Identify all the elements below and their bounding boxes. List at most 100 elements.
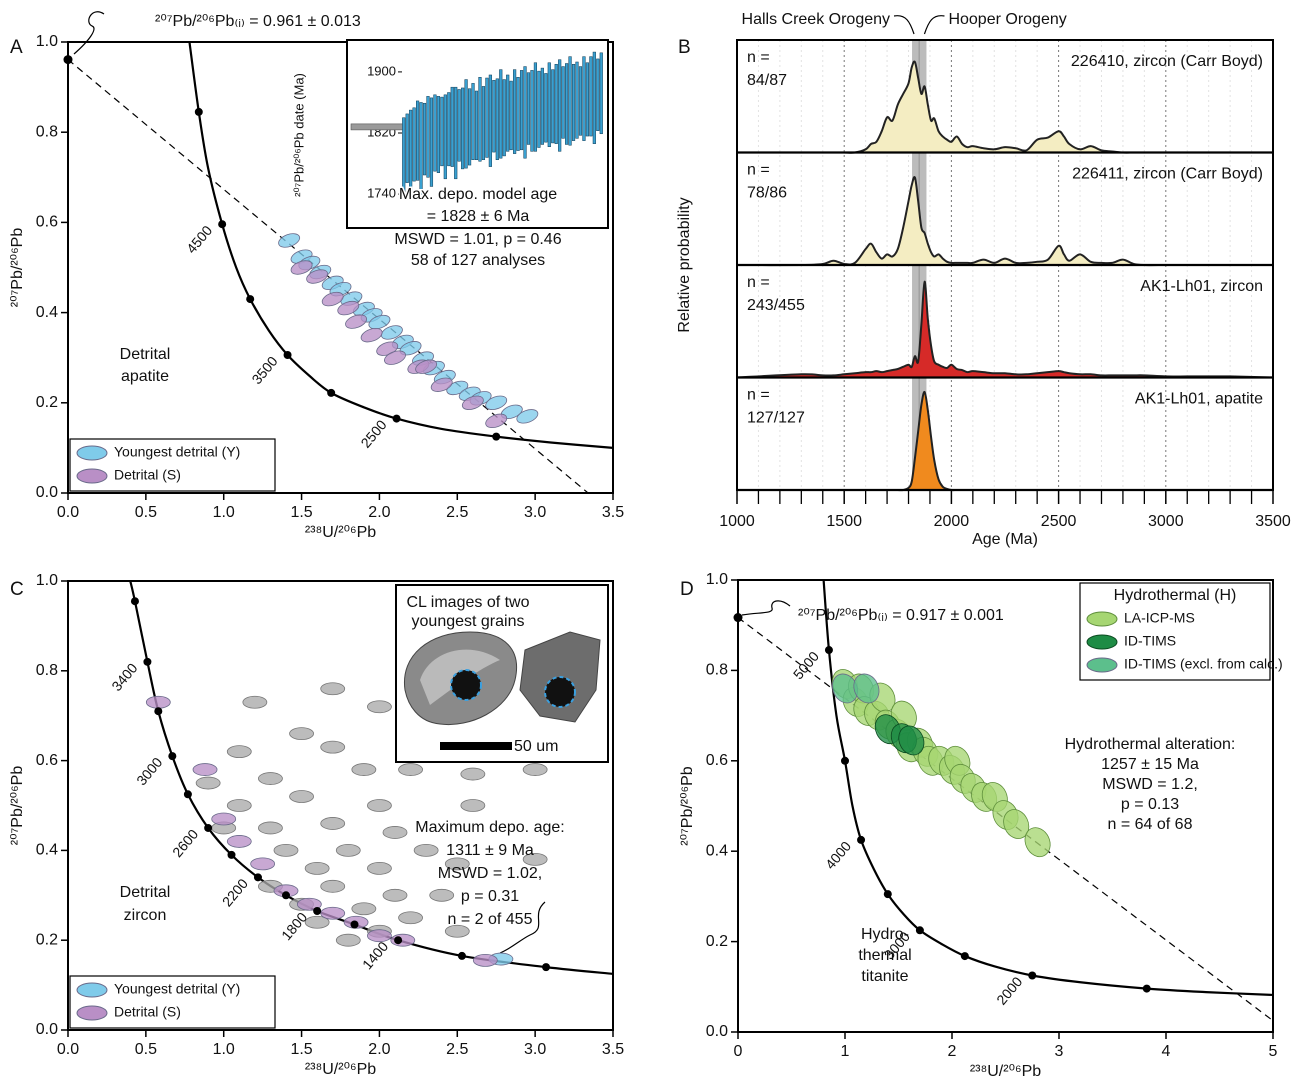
annotation: Detrital (120, 346, 171, 363)
row-n-value: 84/87 (747, 72, 787, 89)
legend-swatch (1086, 657, 1118, 673)
legend-box (69, 438, 276, 492)
x-tick-label: 5 (1269, 1043, 1278, 1060)
concordia-age-label: 3000 (133, 754, 165, 788)
inset-annotation: 58 of 127 analyses (411, 252, 545, 269)
concordia-point (168, 752, 177, 761)
legend-label: Youngest detrital (Y) (114, 444, 240, 460)
annotation: p = 0.13 (1121, 796, 1179, 813)
data-ellipse (306, 269, 329, 284)
age-error-bar (533, 62, 538, 152)
age-error-bar (402, 117, 406, 195)
age-error-bar (509, 80, 513, 151)
density-curve (736, 280, 1274, 379)
age-error-bar (495, 78, 499, 160)
concordia-curve (188, 42, 613, 449)
y-tick-label: 0.8 (36, 662, 58, 679)
legend-swatch (76, 1005, 108, 1021)
data-ellipse (516, 409, 539, 424)
scale-bar (440, 742, 512, 750)
concordia-point (154, 707, 163, 716)
concordia-age-label: 1800 (278, 909, 310, 943)
x-tick-label: 4 (1162, 1043, 1171, 1060)
pointer-arrow (741, 600, 791, 616)
x-tick-label: 1.0 (213, 1041, 235, 1058)
concordia-curve (822, 580, 1273, 997)
concordia-point (282, 891, 290, 900)
legend-swatch (76, 445, 108, 461)
panel-label: A (10, 37, 23, 58)
age-error-bar (596, 58, 600, 131)
annotation: 1311 ± 9 Ma (446, 842, 534, 859)
x-tick-label: 2.0 (368, 504, 390, 521)
y-tick-label: 1.0 (36, 33, 58, 50)
age-error-bar (513, 69, 517, 154)
annotation: 1257 ± 15 Ma (1101, 756, 1199, 773)
data-ellipse (226, 745, 252, 759)
event-label: Halls Creek Orogeny (742, 11, 891, 28)
concordia-point (883, 890, 892, 899)
data-ellipse (522, 852, 548, 866)
data-ellipse (430, 377, 453, 392)
row-n-value: 78/86 (747, 185, 787, 202)
concordia-age-label: 2500 (357, 417, 389, 451)
age-error-bar (478, 77, 482, 162)
age-error-bar (523, 66, 527, 159)
age-error-bar (582, 56, 586, 141)
age-error-bar (537, 70, 541, 148)
age-error-bar (447, 92, 451, 167)
y-tick-label: 0.6 (706, 752, 728, 769)
concordia-point (143, 657, 152, 666)
age-error-bar (540, 67, 544, 145)
y-axis-label: ²⁰⁷Pb/²⁰⁶Pb (679, 766, 696, 846)
data-ellipse (320, 879, 346, 893)
row-name: 226410, zircon (Carr Boyd) (1071, 53, 1263, 70)
cl-image-inset (395, 584, 609, 763)
row-n-label: n = (747, 274, 770, 291)
annotation: MSWD = 1.2, (1102, 776, 1198, 793)
data-ellipse (444, 857, 470, 871)
age-error-bar (443, 94, 447, 180)
age-error-bar (422, 102, 427, 176)
data-ellipse (398, 763, 423, 776)
y-tick-label: 0.6 (36, 752, 58, 769)
concordia-point (194, 107, 203, 116)
data-ellipse (320, 682, 346, 696)
legend-label: Detrital (S) (114, 1004, 181, 1020)
row-n-label: n = (747, 387, 770, 404)
data-ellipse (898, 725, 925, 756)
row-name: 226411, zircon (Carr Boyd) (1072, 166, 1263, 183)
y-tick-label: 1.0 (706, 571, 728, 588)
annotation: titanite (861, 968, 908, 985)
concordia-point (492, 432, 501, 441)
data-ellipse (320, 906, 346, 920)
x-tick-label: 3.0 (524, 504, 546, 521)
data-ellipse (460, 799, 486, 812)
data-ellipse (360, 327, 383, 343)
data-ellipse (485, 395, 508, 410)
y-tick-label: 0.4 (706, 842, 728, 859)
x-tick-label: 0.5 (135, 504, 157, 521)
data-ellipse (444, 924, 470, 938)
x-tick-label: 2000 (934, 513, 970, 530)
row-name: AK1-Lh01, zircon (1140, 278, 1263, 295)
data-ellipse (211, 812, 237, 826)
x-tick-label: 1.0 (213, 504, 235, 521)
data-ellipse (226, 835, 252, 848)
annotation: n = 64 of 68 (1108, 816, 1193, 833)
concordia-curve (129, 581, 613, 975)
model-age-band (350, 123, 405, 131)
data-ellipse (351, 763, 377, 776)
data-ellipse (192, 763, 218, 776)
age-error-bar (544, 73, 548, 143)
legend-title: Hydrothermal (H) (1114, 587, 1237, 604)
data-ellipse (335, 933, 361, 947)
pointer-arrow (73, 11, 105, 55)
age-error-bar (502, 79, 506, 157)
row-n-label: n = (747, 162, 770, 179)
age-error-bar (547, 62, 551, 147)
x-axis-label: ²³⁸U/²⁰⁶Pb (305, 1061, 376, 1077)
age-error-bar (499, 69, 503, 159)
x-tick-label: 3500 (1255, 513, 1291, 530)
data-ellipse (321, 291, 344, 307)
